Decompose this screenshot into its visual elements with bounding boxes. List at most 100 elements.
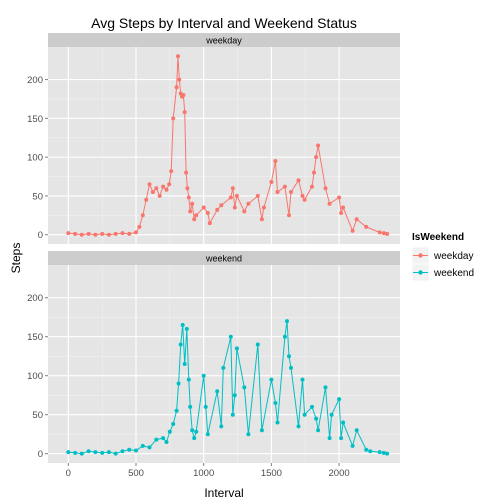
data-point-weekday [113, 231, 118, 236]
x-tick-label: 500 [128, 468, 144, 479]
data-point-weekend [171, 422, 176, 426]
data-point-weekday [176, 54, 180, 59]
data-point-weekday [339, 211, 344, 215]
data-point-weekday [261, 205, 266, 210]
data-point-weekend [368, 449, 373, 454]
data-point-weekday [120, 231, 125, 236]
data-point-weekday [86, 231, 91, 236]
facet-strip-weekend [48, 251, 400, 265]
data-point-weekday [185, 186, 190, 191]
legend-label-weekend: weekend [433, 268, 474, 279]
data-point-weekend [178, 342, 183, 347]
legend-label-weekday: weekday [433, 251, 473, 262]
data-point-weekday [201, 205, 206, 210]
data-point-weekend [246, 432, 251, 437]
data-point-weekend [73, 450, 78, 455]
data-point-weekday [100, 231, 105, 236]
data-point-weekday [275, 190, 280, 194]
x-axis-label: Interval [204, 486, 243, 500]
data-point-weekday [300, 193, 305, 198]
data-point-weekend [316, 428, 321, 433]
data-point-weekend [314, 416, 319, 421]
x-axis: 0 500 1000 1500 2000 [66, 463, 350, 479]
data-point-weekday [341, 205, 346, 210]
data-point-weekend [296, 424, 301, 429]
data-point-weekend [323, 385, 328, 390]
data-point-weekday [157, 193, 162, 198]
data-point-weekend [259, 428, 264, 433]
data-point-weekday [164, 187, 169, 192]
data-point-weekend [219, 424, 224, 429]
y-tick-label: 200 [27, 75, 43, 86]
data-point-weekend [287, 354, 291, 359]
data-point-weekday [385, 231, 390, 236]
data-point-weekend [228, 334, 233, 339]
data-point-weekday [228, 195, 233, 200]
data-point-weekend [232, 393, 237, 398]
y-tick-label: 150 [27, 332, 43, 343]
data-point-weekday [182, 110, 187, 115]
data-point-weekday [127, 231, 132, 236]
data-point-weekend [186, 377, 191, 382]
data-point-weekend [302, 412, 307, 417]
data-point-weekend [310, 404, 314, 409]
y-tick-label: 100 [27, 371, 43, 382]
data-point-weekday [205, 211, 210, 215]
facet-panel-weekday: weekday 0 50 100 150 200 [27, 33, 400, 244]
data-point-weekday [154, 186, 159, 191]
data-point-weekend [66, 450, 71, 455]
data-point-weekend [140, 443, 145, 448]
data-point-weekend [147, 445, 152, 450]
data-point-weekday [287, 213, 291, 218]
data-point-weekend [341, 420, 346, 425]
data-point-weekend [203, 404, 208, 409]
data-point-weekend [184, 326, 189, 331]
data-point-weekend [174, 408, 179, 413]
data-point-weekday [192, 217, 197, 222]
data-point-weekday [282, 184, 287, 189]
data-point-weekday [234, 193, 239, 198]
data-point-weekend [192, 436, 197, 441]
facet-strip-label-weekend: weekend [205, 254, 242, 264]
data-point-weekday [269, 180, 274, 184]
data-point-weekday [194, 213, 199, 218]
data-point-weekday [230, 186, 235, 191]
data-point-weekday [246, 201, 251, 206]
y-tick-label: 0 [38, 230, 43, 241]
y-tick-label: 50 [32, 410, 43, 421]
data-point-weekend [215, 389, 220, 394]
data-point-weekday [161, 184, 166, 189]
panel-background [48, 47, 400, 244]
data-point-weekend [120, 449, 125, 454]
data-point-weekend [234, 346, 239, 351]
data-point-weekend [201, 373, 206, 378]
data-point-weekend [339, 436, 344, 441]
data-point-weekday [289, 190, 293, 194]
data-point-weekday [144, 197, 149, 202]
data-point-weekend [364, 447, 369, 452]
data-point-weekday [364, 224, 369, 229]
data-point-weekday [150, 190, 155, 194]
data-point-weekday [73, 231, 78, 236]
data-point-weekend [79, 451, 84, 456]
data-point-weekday [316, 143, 321, 148]
data-point-weekend [329, 412, 334, 417]
data-point-weekday [273, 159, 278, 163]
data-point-weekend [188, 404, 193, 409]
data-point-weekday [93, 232, 98, 237]
data-point-weekend [275, 420, 280, 425]
data-point-weekday [215, 207, 220, 212]
data-point-weekend [327, 436, 332, 441]
data-point-weekday [174, 85, 179, 90]
data-point-weekday [181, 93, 186, 98]
data-point-weekend [167, 429, 172, 434]
data-point-weekend [289, 365, 293, 370]
data-point-weekday [66, 231, 71, 236]
data-point-weekday [188, 209, 193, 214]
data-point-weekday [337, 195, 342, 200]
data-point-weekend [230, 412, 235, 417]
data-point-weekend [106, 450, 111, 455]
data-point-weekday [177, 77, 182, 82]
data-point-weekday [350, 228, 355, 233]
data-point-weekday [310, 184, 314, 189]
